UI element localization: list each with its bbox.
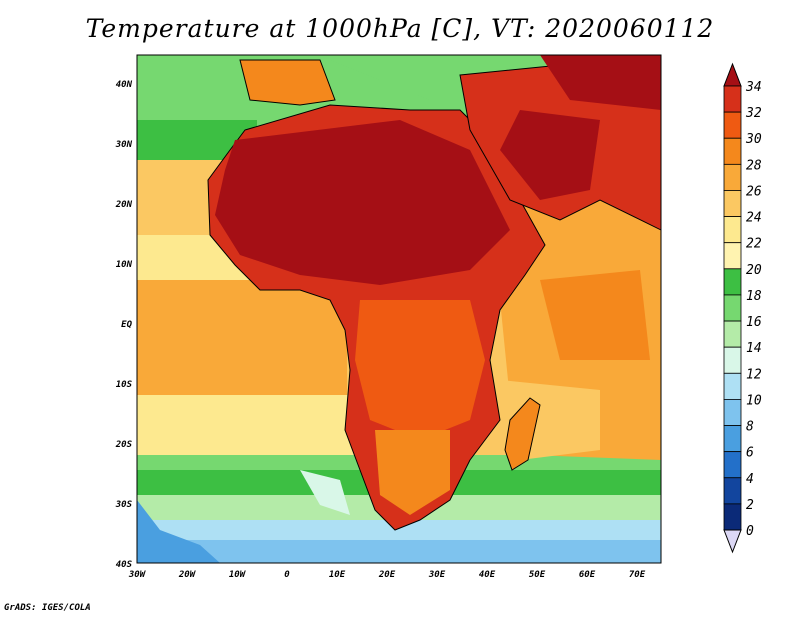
colorbar-segment [723,451,742,479]
lon-tick-label: 70E [629,570,646,580]
colorbar-label: 4 [746,472,754,487]
colorbar-label: 20 [746,263,762,278]
lat-tick-label: 40N [116,80,133,90]
lon-tick-label: 10E [329,570,346,580]
colorbar-segment [723,190,742,217]
lat-tick-label: 10N [116,260,133,270]
lat-tick-label: 30N [115,140,133,150]
lat-tick-label: 20S [115,440,133,450]
colorbar-segment [723,268,742,296]
colorbar-label: 8 [746,420,754,435]
colorbar-segment [723,294,742,322]
lon-tick-label: 20E [378,570,396,580]
colorbar-segment [723,111,742,139]
colorbar-top-arrow [723,62,742,87]
colorbar-label: 34 [745,80,762,95]
colorbar-label: 16 [746,315,762,330]
colorbar-segment [723,216,742,244]
lon-tick-label: 60E [579,570,596,580]
colorbar-segment [723,346,742,374]
lon-tick-label: 0 [284,570,290,580]
colorbar-label: 24 [746,211,762,226]
colorbar-bottom-arrow [723,529,742,554]
lat-tick-label: 40S [116,560,133,570]
lat-tick-label: 20N [115,200,133,210]
colorbar-segment [723,85,742,113]
colorbar-segment [723,372,742,400]
lon-axis: 30W 20W 10W 0 10E 20E 30E 40E 50E 60E 70… [128,570,646,580]
colorbar-segment [723,163,742,191]
colorbar-label: 30 [745,132,762,147]
colorbar-label: 22 [746,237,762,252]
colorbar-segment [723,503,742,531]
chart-title: Temperature at 1000hPa [C], VT: 20200601… [85,14,715,43]
lon-tick-label: 50E [529,570,546,580]
colorbar-segment [723,425,742,453]
colorbar-label: 26 [746,184,762,199]
colorbar-label: 32 [745,106,762,121]
lon-tick-label: 10W [229,570,247,580]
lat-tick-label: EQ [121,320,132,330]
lon-tick-label: 40E [479,570,496,580]
colorbar-label: 12 [746,367,762,382]
colorbar-segment [723,320,742,348]
lat-tick-label: 10S [116,380,133,390]
plot-frame [136,54,662,564]
lat-axis: 40N 30N 20N 10N EQ 10S 20S 30S 40S [115,80,133,570]
colorbar-label: 6 [746,446,754,461]
lon-tick-label: 30E [428,570,446,580]
colorbar-segment [723,137,742,165]
lon-tick-label: 20W [178,570,197,580]
colorbar-label: 0 [746,524,754,539]
credit-text: GrADS: IGES/COLA [4,603,91,613]
colorbar-label: 10 [746,393,762,408]
lon-tick-label: 30W [128,570,147,580]
lat-tick-label: 30S [115,500,133,510]
colorbar-segment [723,242,742,270]
colorbar-label: 28 [746,158,762,173]
colorbar-segment [723,399,742,426]
colorbar-segment [723,477,742,505]
colorbar-label: 2 [746,498,754,513]
colorbar-label: 14 [746,341,762,356]
colorbar-label: 18 [746,289,762,304]
temperature-field [137,55,661,563]
